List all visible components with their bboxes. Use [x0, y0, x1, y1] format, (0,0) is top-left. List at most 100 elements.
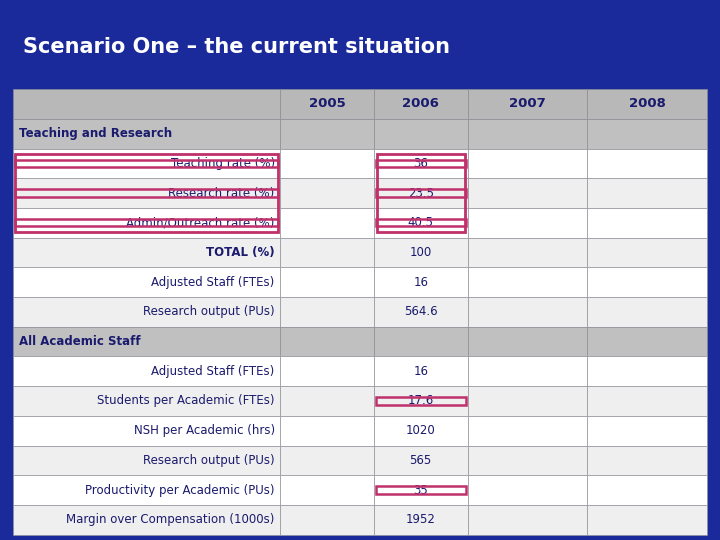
Bar: [587, 475, 707, 505]
Bar: [13, 178, 280, 208]
Bar: [374, 327, 467, 356]
Bar: [376, 160, 466, 167]
Bar: [374, 148, 467, 178]
Bar: [13, 416, 280, 446]
Bar: [374, 267, 467, 297]
Text: Students per Academic (FTEs): Students per Academic (FTEs): [97, 394, 274, 408]
Bar: [374, 416, 467, 446]
Bar: [13, 238, 280, 267]
Bar: [15, 190, 278, 197]
Bar: [467, 89, 587, 119]
Text: 2007: 2007: [509, 97, 546, 111]
Bar: [467, 148, 587, 178]
Bar: [13, 148, 280, 178]
Bar: [374, 446, 467, 475]
Bar: [587, 238, 707, 267]
Bar: [467, 119, 587, 148]
Bar: [376, 397, 466, 404]
Bar: [13, 446, 280, 475]
Text: TOTAL (%): TOTAL (%): [206, 246, 274, 259]
Bar: [587, 148, 707, 178]
Bar: [374, 119, 467, 148]
Bar: [587, 327, 707, 356]
Bar: [280, 178, 374, 208]
Bar: [15, 154, 278, 232]
Text: 564.6: 564.6: [404, 305, 438, 319]
Bar: [376, 219, 466, 226]
Text: Research output (PUs): Research output (PUs): [143, 305, 274, 319]
Bar: [467, 327, 587, 356]
Text: Teaching and Research: Teaching and Research: [19, 127, 171, 140]
Bar: [587, 208, 707, 238]
Text: NSH per Academic (hrs): NSH per Academic (hrs): [133, 424, 274, 437]
Bar: [587, 356, 707, 386]
Bar: [374, 297, 467, 327]
Text: 35: 35: [413, 483, 428, 497]
Bar: [374, 386, 467, 416]
Text: Scenario One – the current situation: Scenario One – the current situation: [23, 37, 451, 57]
Bar: [280, 89, 374, 119]
Bar: [280, 327, 374, 356]
Bar: [13, 356, 280, 386]
Text: All Academic Staff: All Academic Staff: [19, 335, 140, 348]
Bar: [280, 416, 374, 446]
Text: 2006: 2006: [402, 97, 439, 111]
Bar: [15, 160, 278, 167]
Bar: [374, 505, 467, 535]
Text: Teaching rate (%): Teaching rate (%): [171, 157, 274, 170]
Bar: [467, 208, 587, 238]
Bar: [13, 327, 280, 356]
Bar: [13, 267, 280, 297]
Bar: [13, 505, 280, 535]
Bar: [467, 178, 587, 208]
Text: 23.5: 23.5: [408, 186, 433, 200]
Bar: [280, 208, 374, 238]
Bar: [374, 208, 467, 238]
Text: 100: 100: [410, 246, 432, 259]
Bar: [467, 475, 587, 505]
Bar: [280, 446, 374, 475]
Bar: [376, 487, 466, 494]
Bar: [280, 356, 374, 386]
Text: 17.6: 17.6: [408, 394, 434, 408]
Bar: [280, 475, 374, 505]
Bar: [280, 267, 374, 297]
Text: Admin/Outreach rate (%): Admin/Outreach rate (%): [126, 216, 274, 229]
Bar: [467, 267, 587, 297]
Text: Adjusted Staff (FTEs): Adjusted Staff (FTEs): [151, 364, 274, 378]
Bar: [587, 178, 707, 208]
Bar: [467, 356, 587, 386]
Bar: [587, 119, 707, 148]
Bar: [280, 148, 374, 178]
Bar: [13, 89, 280, 119]
Bar: [587, 416, 707, 446]
Bar: [280, 297, 374, 327]
Text: 1020: 1020: [406, 424, 436, 437]
Bar: [280, 505, 374, 535]
Bar: [280, 119, 374, 148]
Bar: [587, 446, 707, 475]
Bar: [587, 386, 707, 416]
Bar: [280, 386, 374, 416]
Text: Productivity per Academic (PUs): Productivity per Academic (PUs): [85, 483, 274, 497]
Text: 2005: 2005: [309, 97, 346, 111]
Bar: [467, 386, 587, 416]
Bar: [587, 89, 707, 119]
Bar: [467, 297, 587, 327]
Bar: [280, 238, 374, 267]
Bar: [467, 416, 587, 446]
Bar: [467, 238, 587, 267]
Bar: [13, 208, 280, 238]
Bar: [467, 505, 587, 535]
Text: Research output (PUs): Research output (PUs): [143, 454, 274, 467]
Text: 16: 16: [413, 364, 428, 378]
Bar: [13, 297, 280, 327]
Bar: [376, 190, 466, 197]
Text: Research rate (%): Research rate (%): [168, 186, 274, 200]
Bar: [13, 119, 280, 148]
Bar: [15, 219, 278, 226]
Text: 2008: 2008: [629, 97, 665, 111]
Bar: [374, 178, 467, 208]
Bar: [13, 475, 280, 505]
Text: Adjusted Staff (FTEs): Adjusted Staff (FTEs): [151, 275, 274, 289]
